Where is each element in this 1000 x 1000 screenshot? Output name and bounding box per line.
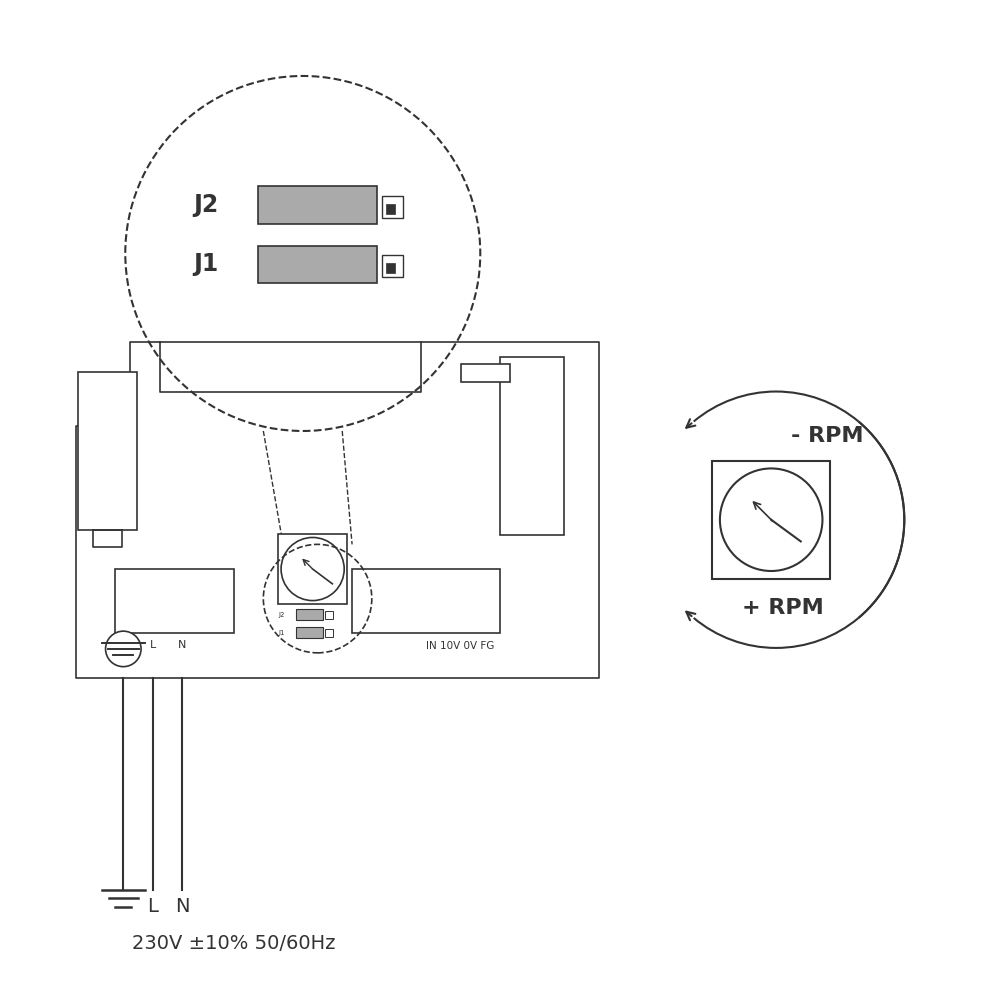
Text: IN 10V 0V FG: IN 10V 0V FG xyxy=(426,641,494,651)
Circle shape xyxy=(281,537,344,601)
Bar xyxy=(386,204,395,214)
Bar xyxy=(325,611,333,619)
Text: J2: J2 xyxy=(194,193,219,217)
Bar xyxy=(386,263,395,273)
Bar xyxy=(115,569,234,633)
Bar xyxy=(382,196,403,218)
Bar xyxy=(78,372,137,530)
Bar xyxy=(296,627,323,638)
Bar xyxy=(278,534,347,604)
Bar xyxy=(352,569,500,633)
Text: 230V ±10% 50/60Hz: 230V ±10% 50/60Hz xyxy=(132,934,336,953)
Bar xyxy=(258,186,377,224)
Text: J1: J1 xyxy=(279,630,285,636)
Bar xyxy=(500,357,564,535)
Text: N: N xyxy=(175,897,190,916)
Bar xyxy=(258,246,377,283)
Text: + RPM: + RPM xyxy=(742,598,823,618)
Circle shape xyxy=(720,468,822,571)
Text: J2: J2 xyxy=(279,612,285,618)
Bar xyxy=(296,609,323,620)
Bar xyxy=(712,461,830,579)
Text: N: N xyxy=(178,640,187,650)
Text: L: L xyxy=(147,897,158,916)
Text: J1: J1 xyxy=(194,252,219,276)
Circle shape xyxy=(106,631,141,667)
Text: - RPM: - RPM xyxy=(791,426,863,446)
Bar xyxy=(461,364,510,382)
Polygon shape xyxy=(76,342,599,678)
Bar xyxy=(382,255,403,277)
Bar xyxy=(325,629,333,637)
Text: L: L xyxy=(150,640,156,650)
